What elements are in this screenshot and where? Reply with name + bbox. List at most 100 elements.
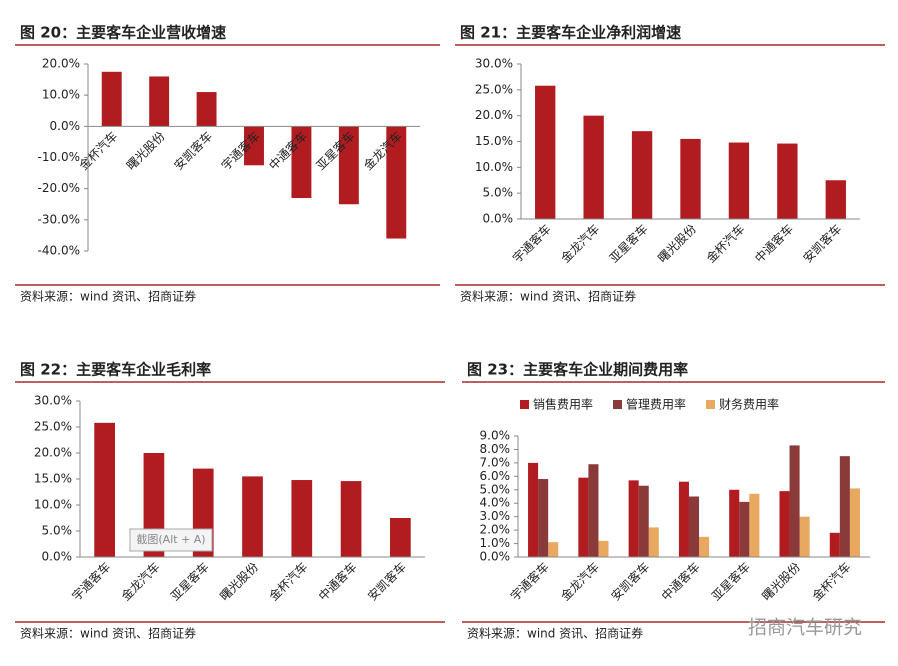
y-tick-label: 10.0% (42, 88, 80, 102)
x-tick-label: 金龙汽车 (558, 221, 603, 266)
x-tick-label: 金杯汽车 (703, 221, 748, 266)
bar (849, 488, 860, 557)
x-tick-label: 安凯客车 (171, 128, 216, 173)
bar (535, 85, 556, 219)
chart-title: 图 23：主要客车企业期间费用率 (467, 361, 688, 379)
y-tick-label: 15.0% (475, 134, 513, 148)
bar (749, 493, 760, 557)
x-tick-label: 安凯客车 (800, 221, 845, 266)
x-tick-label: 中通客车 (751, 221, 796, 266)
y-tick-label: 0.0% (50, 119, 81, 133)
bar (699, 536, 710, 557)
bar (598, 540, 609, 557)
bar (680, 138, 701, 219)
x-tick-label: 中通客车 (315, 559, 360, 604)
y-tick-label: -30.0% (38, 212, 80, 226)
x-tick-label: 金杯汽车 (266, 559, 311, 604)
bar (839, 456, 850, 557)
x-tick-label: 金杯汽车 (76, 128, 121, 173)
bar (678, 481, 689, 557)
y-tick-label: 4.0% (480, 496, 511, 510)
x-tick-label: 安凯客车 (608, 559, 653, 604)
y-tick-label: 15.0% (34, 472, 72, 486)
bar (149, 76, 170, 127)
chart-title: 图 21：主要客车企业净利润增速 (460, 24, 681, 42)
y-tick-label: 7.0% (480, 455, 511, 469)
bar (94, 422, 115, 557)
x-tick-label: 曙光股份 (217, 560, 261, 604)
bar (386, 126, 407, 239)
y-tick-label: 20.0% (34, 446, 72, 460)
y-tick-label: 0.0% (480, 550, 511, 564)
bar (648, 527, 659, 557)
y-tick-label: 0.0% (483, 212, 514, 226)
y-tick-label: 5.0% (42, 524, 73, 538)
tooltip-box (129, 528, 213, 552)
bar (528, 462, 539, 557)
bar (548, 542, 559, 557)
y-tick-label: 1.0% (480, 536, 511, 550)
bar (688, 496, 700, 557)
source: 资料来源：wind 资讯、招商证券 (460, 289, 636, 304)
source: 资料来源：wind 资讯、招商证券 (20, 626, 196, 641)
legend-label: 管理费用率 (626, 397, 686, 412)
x-tick-label: 曙光股份 (655, 222, 699, 266)
bar (538, 479, 549, 557)
y-tick-label: 20.0% (42, 57, 80, 71)
y-tick-label: -40.0% (38, 244, 80, 258)
x-tick-label: 安凯客车 (364, 559, 409, 604)
x-tick-label: 亚星客车 (606, 221, 651, 266)
bar (825, 180, 846, 219)
bar (628, 480, 639, 557)
y-tick-label: 6.0% (480, 469, 511, 483)
bar (244, 126, 264, 166)
y-tick-label: 30.0% (34, 394, 72, 408)
bar (789, 445, 800, 557)
watermark: 招商汽车研究 (748, 617, 862, 639)
bar (242, 476, 263, 557)
y-tick-label: 3.0% (480, 509, 511, 523)
y-tick-label: 20.0% (475, 108, 513, 122)
bar (638, 485, 649, 557)
y-tick-label: 8.0% (480, 442, 511, 456)
x-tick-label: 宇通客车 (69, 559, 114, 604)
bar (728, 142, 750, 219)
bar (390, 518, 411, 557)
x-tick-label: 亚星客车 (708, 559, 753, 604)
y-tick-label: 10.0% (34, 498, 72, 512)
bar (799, 516, 810, 557)
bar (340, 481, 362, 557)
x-tick-label: 曙光股份 (759, 560, 803, 604)
bar (338, 126, 359, 205)
legend-swatch (706, 400, 715, 409)
y-tick-label: 5.0% (480, 482, 511, 496)
x-tick-label: 金龙汽车 (557, 559, 602, 604)
legend-swatch (613, 400, 622, 409)
chart-title: 图 20：主要客车企业营收增速 (20, 24, 226, 42)
bar (779, 491, 790, 557)
y-tick-label: 30.0% (475, 57, 513, 71)
source: 资料来源：wind 资讯、招商证券 (467, 626, 643, 641)
legend-label: 销售费用率 (533, 397, 593, 412)
x-tick-label: 宇通客车 (509, 221, 554, 266)
source: 资料来源：wind 资讯、招商证券 (20, 289, 196, 304)
tooltip: 截图(Alt + A) (136, 532, 205, 546)
x-tick-label: 宇通客车 (507, 559, 552, 604)
y-tick-label: 5.0% (483, 186, 514, 200)
chart-title: 图 22：主要客车企业毛利率 (20, 361, 211, 379)
legend-label: 财务费用率 (719, 397, 779, 412)
bar (578, 477, 589, 557)
legend-swatch (520, 400, 529, 409)
bar (631, 131, 653, 219)
x-tick-label: 中通客车 (658, 559, 703, 604)
y-tick-label: 2.0% (480, 523, 511, 537)
bar (583, 115, 604, 219)
y-tick-label: 25.0% (34, 420, 72, 434)
y-tick-label: -20.0% (38, 181, 80, 195)
y-tick-label: -10.0% (38, 150, 80, 164)
bar (777, 143, 798, 219)
bar (829, 532, 840, 557)
bar (739, 501, 750, 557)
